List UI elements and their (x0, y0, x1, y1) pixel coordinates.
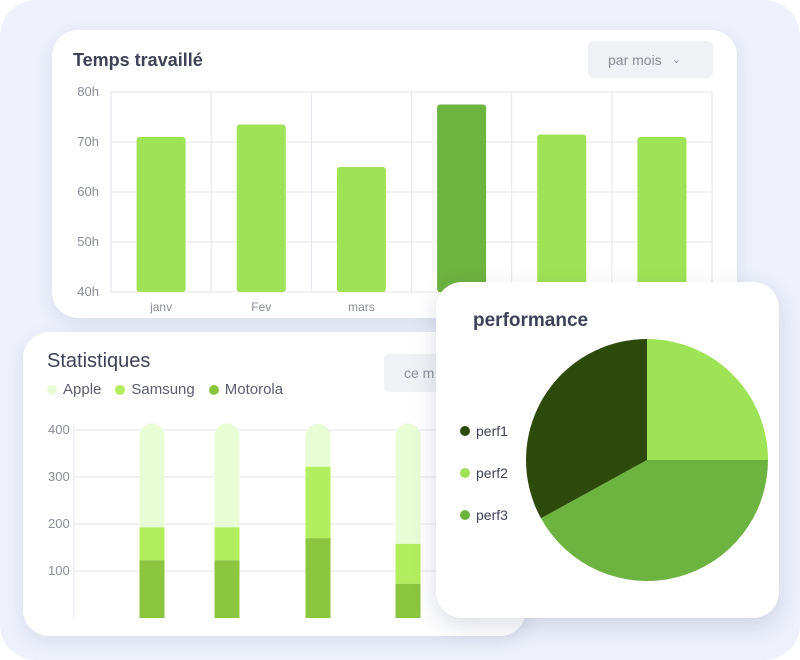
pie-slice-perf1 (526, 339, 647, 519)
legend-dot-motorola (208, 384, 219, 395)
statistics-legend: Apple Samsung Motorola (47, 381, 283, 398)
y-tick-label: 400 (48, 422, 70, 437)
legend-item-samsung: Samsung (115, 381, 195, 398)
bar-segment-apple (214, 423, 240, 528)
legend-dot-samsung (115, 384, 126, 395)
bar-segment-apple (139, 423, 165, 528)
performance-title: performance (473, 310, 589, 331)
bar-segment-apple (395, 423, 421, 544)
period-dropdown-label: par mois (608, 51, 662, 68)
performance-pie-chart (526, 339, 768, 581)
statistics-title: Statistiques (47, 350, 151, 372)
y-tick-label: 300 (48, 469, 70, 484)
bar-segment-motorola (139, 560, 165, 618)
legend-dot-apple (47, 384, 57, 395)
time-worked-title: Temps travaillé (73, 50, 203, 70)
legend-dot-perf1 (460, 426, 470, 436)
time-worked-chart: 40h 50h 60h 70h 80h janv Fev mars (77, 84, 713, 314)
bar-segment-samsung (395, 543, 421, 584)
time-worked-card: Temps travaillé par mois ⌄ 40h 50h 60h 70h 8… (52, 30, 737, 318)
legend-label-samsung: Samsung (131, 381, 195, 398)
y-tick-label: 200 (48, 516, 70, 531)
bar-mars (336, 167, 386, 292)
bar-segment-samsung (139, 527, 165, 561)
legend-label-perf1: perf1 (476, 423, 508, 439)
bar-month-4 (437, 104, 487, 292)
y-tick-label: 40h (77, 284, 99, 299)
x-tick-label: janv (149, 300, 172, 314)
legend-dot-perf3 (460, 510, 470, 520)
legend-label-motorola: Motorola (224, 381, 284, 398)
statistics-chart: 100 200 300 400 (48, 422, 503, 618)
y-tick-label: 100 (48, 563, 70, 578)
legend-item-motorola: Motorola (208, 381, 284, 398)
legend-item-perf2: perf2 (460, 452, 508, 494)
legend-label-perf3: perf3 (476, 507, 508, 523)
bar-segment-motorola (395, 583, 421, 618)
bar-month-5 (537, 134, 587, 292)
period-dropdown[interactable]: par mois ⌄ (588, 41, 713, 78)
bar-segment-motorola (214, 560, 240, 618)
performance-card: performance perf1 perf2 perf3 (436, 282, 779, 618)
bar-segment-apple (305, 423, 331, 467)
bar-month-6 (637, 137, 687, 292)
chevron-down-icon: ⌄ (671, 54, 681, 66)
x-tick-label: Fev (251, 300, 271, 314)
bar-segment-motorola (305, 538, 331, 618)
y-tick-label: 70h (77, 134, 99, 149)
bar-segment-samsung (305, 466, 331, 539)
y-tick-label: 80h (77, 84, 99, 99)
pie-slice-perf2 (647, 339, 768, 460)
y-tick-label: 50h (77, 234, 99, 249)
legend-dot-perf2 (460, 468, 470, 478)
legend-label-perf2: perf2 (476, 465, 508, 481)
pie-slice-perf3 (540, 460, 768, 581)
bar-Fev (236, 124, 286, 292)
bar-segment-samsung (214, 527, 240, 561)
legend-item-perf3: perf3 (460, 494, 508, 536)
statistics-dropdown-label: ce m (404, 365, 435, 381)
y-tick-label: 60h (77, 184, 99, 199)
legend-label-apple: Apple (63, 381, 102, 398)
bar-janv (136, 137, 186, 292)
legend-item-perf1: perf1 (460, 410, 508, 452)
legend-item-apple: Apple (47, 381, 101, 398)
x-tick-label: mars (348, 300, 375, 314)
performance-legend: perf1 perf2 perf3 (460, 410, 508, 536)
